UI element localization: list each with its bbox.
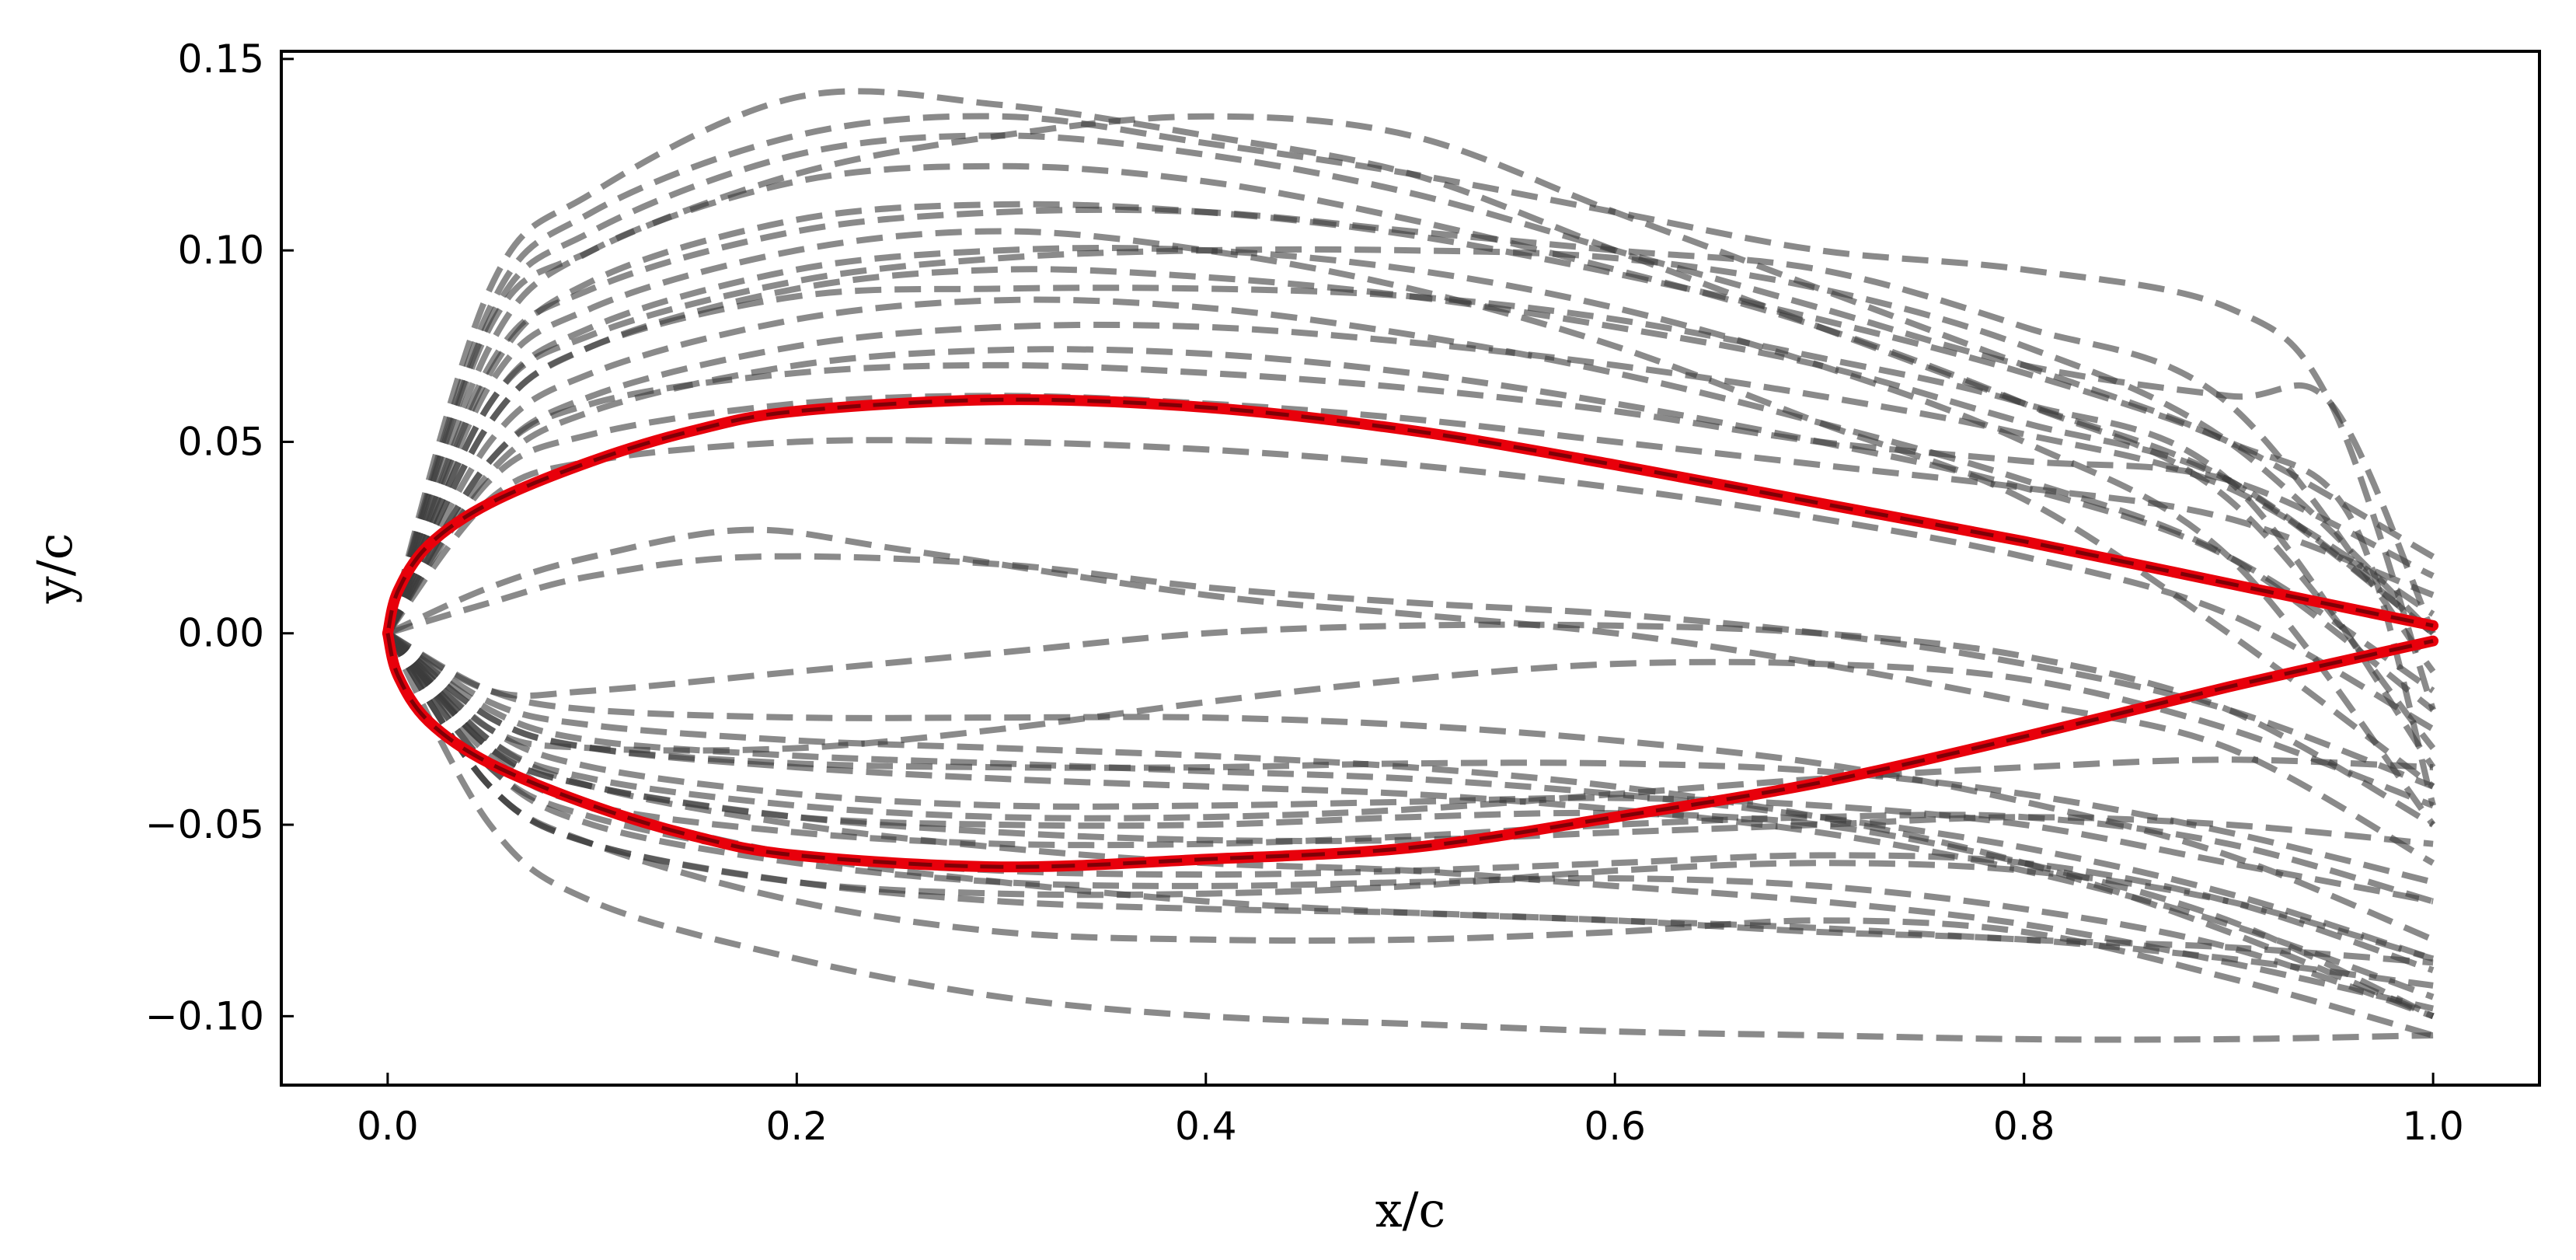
y-tick-label: −0.05 — [145, 802, 264, 847]
sample-airfoil-12-upper — [385, 393, 2435, 635]
sample-airfoil-8-lower — [385, 630, 2434, 822]
baseline-airfoil-upper — [382, 394, 2439, 639]
sample-airfoil-10-upper — [385, 321, 2435, 635]
sample-airfoil-3-upper — [385, 113, 2435, 634]
sample-airfoil-15-lower — [385, 630, 2435, 943]
x-tick-label: 0.4 — [1175, 1104, 1237, 1149]
y-tick-label: −0.10 — [145, 993, 264, 1038]
x-tick-label: 0.6 — [1584, 1104, 1646, 1149]
x-tick-label: 0.0 — [357, 1104, 419, 1149]
plot-frame — [280, 50, 2541, 1087]
sample-airfoil-19-upper — [385, 246, 2435, 636]
sample-airfoil-2-upper — [385, 113, 2436, 711]
sample-airfoil-9-upper — [385, 296, 2435, 713]
sample-airfoil-20-lower — [385, 621, 2435, 828]
sample-airfoil-7-upper — [385, 245, 2436, 827]
baseline-airfoil-upper-dash — [385, 397, 2434, 634]
y-tick-label: 0.00 — [178, 611, 264, 656]
sample-airfoil-14-upper — [386, 526, 2435, 866]
sample-airfoil-11-lower — [385, 630, 2435, 962]
sample-airfoil-18-upper — [385, 132, 2436, 635]
sample-airfoil-14-lower — [385, 630, 2435, 1019]
y-tick-label: 0.15 — [178, 37, 264, 82]
sample-airfoil-20-upper — [385, 361, 2435, 635]
x-tick-label: 0.2 — [766, 1104, 828, 1149]
sample-airfoil-3-lower — [385, 631, 2434, 1043]
sample-airfoil-16-upper — [385, 284, 2436, 770]
sample-airfoil-5-upper — [385, 206, 2436, 674]
y-tick-label: 0.10 — [178, 228, 264, 273]
sample-airfoil-16-lower — [385, 631, 2434, 966]
x-axis-label: x/c — [1375, 1181, 1446, 1238]
sample-airfoil-4-upper — [385, 162, 2436, 751]
sample-airfoil-19-lower — [385, 630, 2435, 809]
sample-airfoil-11-upper — [385, 346, 2435, 693]
y-axis-label: y/c — [26, 533, 83, 605]
sample-airfoil-6-upper — [385, 228, 2435, 789]
x-axis: 0.0 0.2 0.4 0.6 0.8 1.0 — [357, 1073, 2464, 1149]
sample-airfoil-13-lower — [385, 630, 2435, 1000]
y-axis: −0.10 −0.05 0.00 0.05 0.10 0.15 — [145, 37, 294, 1038]
sample-airfoil-6-lower — [385, 631, 2435, 973]
x-tick-label: 0.8 — [1993, 1104, 2055, 1149]
sample-airfoil-17-lower — [385, 630, 2434, 1012]
x-tick-label: 1.0 — [2402, 1104, 2464, 1149]
sample-airfoil-2-lower — [385, 631, 2435, 1020]
baseline-airfoil — [382, 394, 2439, 873]
sample-airfoil-9-lower — [385, 630, 2434, 905]
y-tick-label: 0.05 — [178, 419, 264, 464]
sample-airfoil-17-upper — [385, 201, 2436, 807]
baseline-airfoil-lower — [382, 627, 2439, 873]
baseline-airfoil-lower-dash — [385, 633, 2434, 869]
sample-airfoil-15-upper — [386, 553, 2435, 790]
